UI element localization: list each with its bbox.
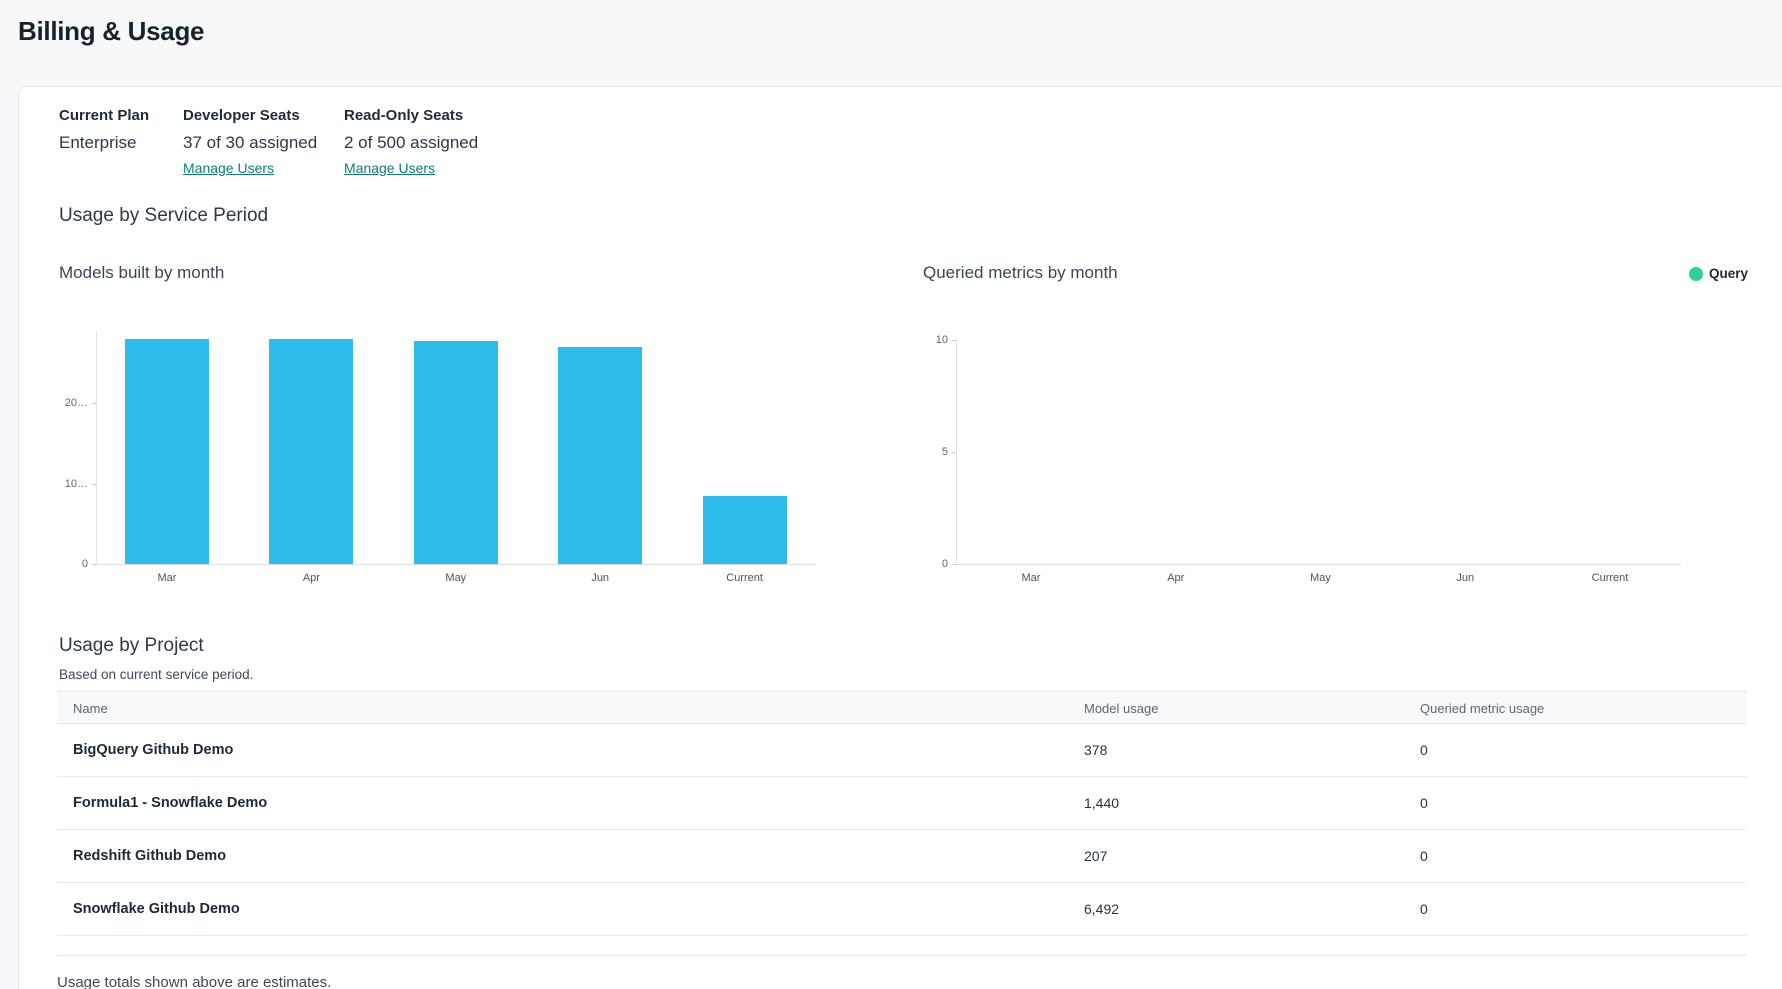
x-tick-label: Current — [1591, 572, 1629, 584]
query-legend-dot-icon — [1689, 266, 1703, 281]
bar-may — [413, 341, 498, 564]
usage-by-service-period-heading: Usage by Service Period — [59, 205, 269, 226]
models-built-plot-area: 0 10… 20… Mar Apr May Jun Current — [59, 255, 869, 600]
project-name-cell: BigQuery Github Demo — [73, 742, 234, 758]
project-name-cell: Formula1 - Snowflake Demo — [73, 795, 268, 811]
model-usage-cell: 207 — [1084, 848, 1108, 864]
billing-card: Current Plan Enterprise Developer Seats … — [18, 86, 1782, 989]
x-axis-line — [96, 564, 816, 565]
current-plan-value: Enterprise — [59, 133, 137, 152]
x-tick-label: Mar — [1021, 572, 1041, 584]
queried-metric-usage-cell: 0 — [1420, 848, 1428, 864]
y-tick-mark — [952, 564, 956, 565]
developer-seats-label: Developer Seats — [183, 107, 300, 124]
y-tick-mark — [952, 340, 956, 341]
x-tick-label: Apr — [1167, 572, 1185, 584]
bar-apr — [269, 339, 354, 564]
readonly-seats-column: Read-Only Seats 2 of 500 assigned Manage… — [344, 107, 478, 178]
y-tick-mark — [92, 403, 96, 404]
usage-by-project-subtitle: Based on current service period. — [59, 667, 254, 682]
x-tick-label: May — [445, 572, 467, 584]
footer-divider — [57, 955, 1747, 956]
manage-users-link-developer[interactable]: Manage Users — [183, 160, 275, 176]
column-header-name: Name — [73, 701, 108, 716]
table-header-row: Name Model usage Queried metric usage — [57, 691, 1747, 724]
y-tick-mark — [92, 564, 96, 565]
project-name-cell: Snowflake Github Demo — [73, 901, 240, 917]
developer-seats-column: Developer Seats 37 of 30 assigned Manage… — [183, 107, 317, 178]
models-built-chart-title: Models built by month — [59, 263, 225, 282]
column-header-model-usage: Model usage — [1084, 701, 1159, 716]
usage-by-project-heading: Usage by Project — [59, 635, 204, 656]
queried-metric-usage-cell: 0 — [1420, 742, 1428, 758]
page-title: Billing & Usage — [18, 16, 205, 46]
y-tick-label: 0 — [941, 558, 948, 570]
model-usage-cell: 1,440 — [1084, 795, 1120, 811]
x-tick-label: Mar — [157, 572, 177, 584]
current-plan-label: Current Plan — [59, 107, 150, 124]
query-legend-label: Query — [1709, 266, 1749, 281]
current-plan-column: Current Plan Enterprise — [59, 107, 149, 153]
x-tick-label: Jun — [1456, 572, 1475, 584]
y-tick-label: 20… — [64, 397, 88, 409]
bar-jun — [558, 347, 643, 564]
manage-users-link-readonly[interactable]: Manage Users — [344, 160, 436, 176]
y-axis-line — [96, 331, 97, 564]
y-tick-mark — [952, 452, 956, 453]
queried-metrics-plot-area: 0 5 10 Mar Apr May Jun Current — [923, 255, 1763, 600]
x-tick-label: Jun — [591, 572, 610, 584]
x-tick-label: May — [1310, 572, 1331, 584]
y-tick-label: 0 — [81, 558, 88, 570]
queried-metric-usage-cell: 0 — [1420, 795, 1428, 811]
queried-metrics-chart-title: Queried metrics by month — [923, 263, 1118, 282]
x-tick-label: Apr — [302, 572, 320, 584]
table-row: Formula1 - Snowflake Demo 1,440 0 — [57, 777, 1747, 830]
y-tick-label: 10 — [935, 334, 948, 346]
project-name-cell: Redshift Github Demo — [73, 848, 227, 864]
y-axis-line — [956, 340, 957, 564]
y-tick-label: 5 — [941, 446, 948, 458]
queried-metrics-chart: Queried metrics by month 0 5 10 Mar Apr May Ju… — [923, 255, 1763, 600]
usage-by-project-table: Name Model usage Queried metric usage Bi… — [57, 691, 1747, 936]
queried-metric-usage-cell: 0 — [1420, 901, 1428, 917]
usage-footnote: Usage totals shown above are estimates. — [57, 974, 332, 989]
chart-legend: Query — [1689, 266, 1748, 281]
models-built-chart: Models built by month 0 10… 20… Mar Apr May Ju… — [59, 255, 869, 600]
developer-seats-value: 37 of 30 assigned — [183, 133, 318, 152]
readonly-seats-label: Read-Only Seats — [344, 107, 464, 124]
y-tick-mark — [92, 483, 96, 485]
x-tick-label: Current — [726, 572, 763, 584]
table-row: BigQuery Github Demo 378 0 — [57, 724, 1747, 777]
model-usage-cell: 378 — [1084, 742, 1108, 758]
bar-mar — [125, 339, 209, 564]
table-row: Redshift Github Demo 207 0 — [57, 830, 1747, 883]
y-tick-label: 10… — [64, 477, 88, 490]
bar-current — [702, 496, 787, 564]
readonly-seats-value: 2 of 500 assigned — [344, 133, 479, 152]
table-body: BigQuery Github Demo 378 0 Formula1 - Snowf… — [57, 724, 1747, 936]
column-header-queried-metric-usage: Queried metric usage — [1420, 701, 1545, 716]
model-usage-cell: 6,492 — [1084, 901, 1120, 917]
table-row: Snowflake Github Demo 6,492 0 — [57, 883, 1747, 936]
x-axis-line — [956, 564, 1681, 565]
